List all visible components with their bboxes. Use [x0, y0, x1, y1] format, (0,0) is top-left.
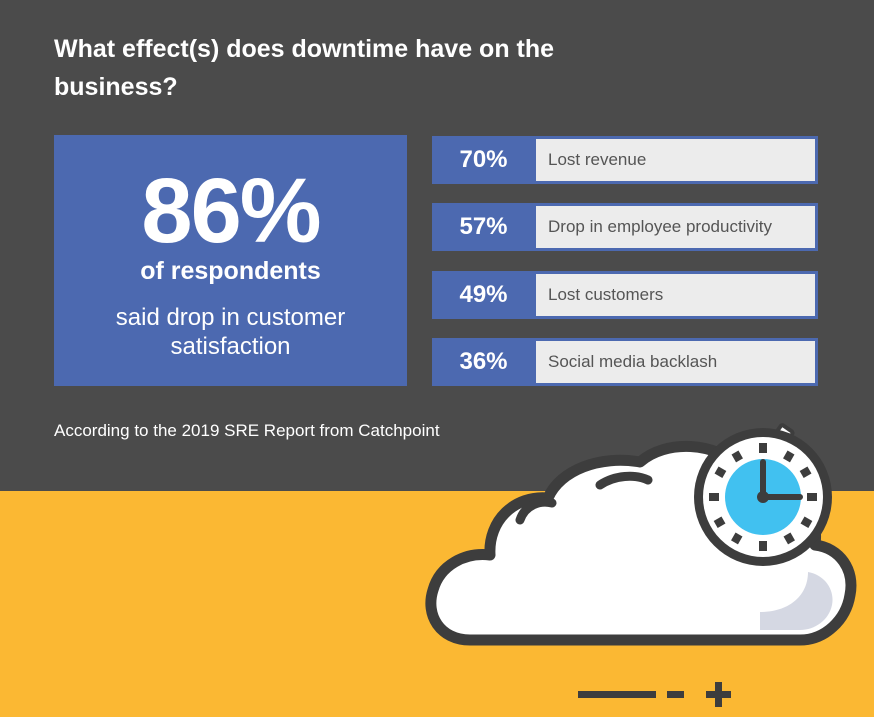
highlight-card: 86% of respondents said drop in customer… — [54, 135, 407, 386]
minus-icon — [578, 691, 684, 698]
stat-percent: 70% — [459, 146, 508, 173]
stat-row: 36% Social media backlash — [432, 338, 818, 386]
highlight-subtitle: of respondents — [140, 257, 321, 285]
stat-percent: 57% — [459, 213, 508, 240]
highlight-description: said drop in customer satisfaction — [115, 304, 346, 360]
stat-label: Lost revenue — [536, 139, 815, 181]
highlight-value: 86% — [141, 160, 321, 262]
stopwatch-icon — [694, 423, 832, 566]
stat-label: Social media backlash — [536, 341, 815, 383]
page-title: What effect(s) does downtime have on the… — [54, 35, 555, 101]
stat-percent: 49% — [459, 281, 508, 308]
plus-icon — [706, 682, 731, 707]
stat-label: Lost customers — [536, 274, 815, 316]
stat-row: 70% Lost revenue — [432, 136, 818, 184]
stat-label: Drop in employee productivity — [536, 206, 815, 248]
stat-row: 57% Drop in employee productivity — [432, 203, 818, 251]
source-note: According to the 2019 SRE Report from Ca… — [54, 421, 440, 440]
stat-percent: 36% — [459, 348, 508, 375]
stat-row: 49% Lost customers — [432, 271, 818, 319]
